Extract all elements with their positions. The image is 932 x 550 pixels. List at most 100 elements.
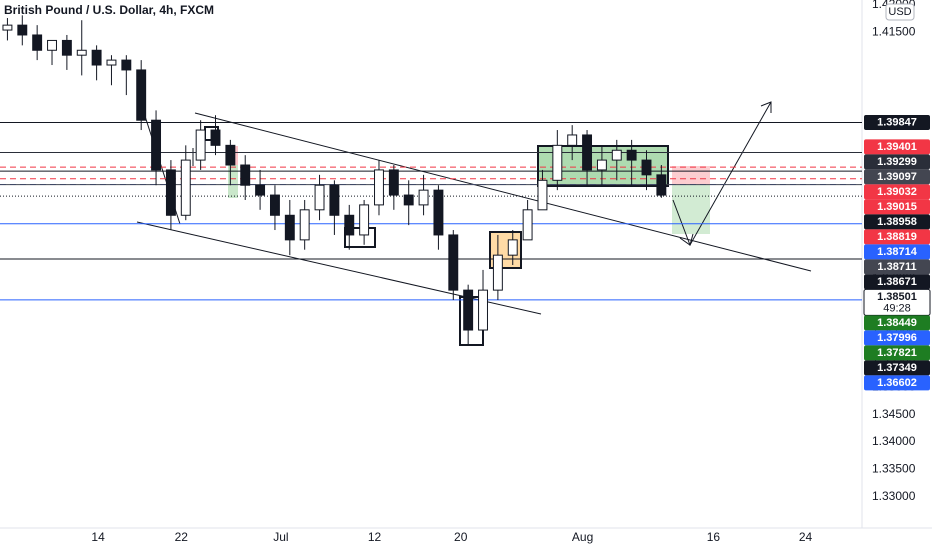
price-tag: [864, 330, 930, 346]
candle-body: [210, 129, 221, 146]
price-tag-label: 1.37349: [877, 362, 917, 374]
price-tag-label: 1.38501: [877, 291, 917, 303]
x-tick-label: 20: [454, 530, 468, 544]
y-tick-label: 1.41500: [872, 24, 916, 38]
title-bg: [0, 0, 240, 20]
candle-body: [611, 149, 622, 161]
candle-body: [492, 254, 503, 291]
candle-body: [76, 49, 87, 56]
x-tick-label: 24: [799, 530, 813, 544]
price-tag: [864, 345, 930, 361]
candle-body: [359, 204, 370, 236]
price-tag: [864, 115, 930, 131]
arrow-head: [679, 233, 694, 246]
candle-body: [91, 49, 102, 66]
candle-body: [151, 119, 162, 171]
box: [228, 165, 238, 198]
candle-body: [582, 134, 593, 171]
price-tag: [864, 274, 930, 290]
y-tick-label: 1.34000: [872, 434, 916, 448]
candle-body: [225, 144, 236, 166]
candle-body: [403, 194, 414, 206]
price-tag-label: 1.38671: [877, 276, 917, 288]
currency: USD: [888, 6, 911, 18]
candle-body: [329, 184, 340, 216]
y-tick-label: 1.34500: [872, 407, 916, 421]
price-tag: [864, 139, 930, 155]
arrow-head: [760, 101, 772, 113]
x-tick-label: Jul: [273, 530, 288, 544]
price-tag: [864, 315, 930, 331]
price-tag-label: 1.38711: [877, 261, 916, 273]
candle-body: [240, 164, 251, 186]
y-tick-label: 1.33000: [872, 489, 916, 503]
candle-body: [136, 69, 147, 121]
price-tag: [864, 214, 930, 230]
y-tick-label: 1.33500: [872, 462, 916, 476]
candle-body: [180, 159, 191, 216]
x-tick-label: Aug: [572, 530, 593, 544]
price-tag-label: 1.38714: [877, 246, 918, 258]
candle-body: [344, 214, 355, 236]
price-tag-label: 1.39032: [877, 186, 917, 198]
currency-box: [885, 3, 915, 21]
candle-body: [284, 214, 295, 241]
candle-body: [165, 169, 176, 216]
candle-body: [2, 24, 13, 31]
candle-body: [418, 189, 429, 206]
candle-body: [641, 159, 652, 176]
x-tick-label: 22: [175, 530, 189, 544]
price-tag-label: 1.36602: [877, 377, 917, 389]
price-tag-label: 1.37996: [877, 332, 917, 344]
x-tick-label: 14: [91, 530, 105, 544]
price-tag-label: 1.39097: [877, 171, 917, 183]
candle-body: [522, 209, 533, 241]
candle-body: [507, 239, 518, 256]
price-tag: [864, 229, 930, 245]
candle-body: [61, 39, 72, 56]
candle-body: [567, 134, 578, 146]
position-target: [672, 185, 710, 234]
candle-body: [299, 209, 310, 241]
price-tag: [864, 375, 930, 391]
candle-body: [656, 174, 667, 196]
candle-body: [269, 194, 280, 216]
candle-body: [314, 184, 325, 211]
channel-line: [194, 112, 812, 272]
price-tag-label: 1.38958: [877, 216, 917, 228]
candle-body: [255, 184, 266, 196]
position-stop: [672, 166, 710, 185]
countdown: 49:28: [883, 302, 911, 314]
candle-body: [596, 159, 607, 171]
price-tag: [864, 154, 930, 170]
price-tag: [864, 169, 930, 185]
candle-body: [448, 234, 459, 291]
candle-body: [433, 189, 444, 236]
price-tag-label: 1.39401: [877, 141, 917, 153]
chart-title: British Pound / U.S. Dollar, 4h, FXCM: [4, 3, 214, 17]
candle-body: [626, 149, 637, 161]
candle-body: [388, 169, 399, 196]
price-tag-label: 1.39299: [877, 156, 917, 168]
price-tag-label: 1.37821: [877, 347, 917, 359]
candle-body: [121, 59, 132, 71]
candle-body: [32, 34, 43, 51]
x-tick-label: 16: [707, 530, 721, 544]
candle-body: [552, 144, 563, 181]
price-tag-label: 1.38449: [877, 317, 917, 329]
candle-body: [17, 24, 28, 36]
price-tag-label: 1.38819: [877, 231, 917, 243]
price-tag-label: 1.39015: [877, 201, 917, 213]
channel-line: [136, 221, 542, 315]
price-tag: [864, 360, 930, 376]
price-tag: [864, 244, 930, 260]
candle-body: [47, 39, 57, 51]
price-tag: [864, 184, 930, 200]
candle-body: [463, 289, 474, 331]
price-tag: [864, 259, 930, 275]
price-tag: [864, 199, 930, 215]
candle-body: [478, 289, 488, 331]
